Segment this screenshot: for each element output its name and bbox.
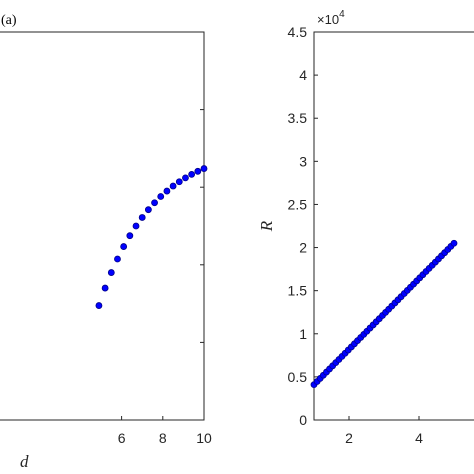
panel-b-data-points (310, 239, 458, 389)
panel-a-point (126, 232, 134, 240)
panel-b-y-tick-label: 3 (299, 153, 307, 169)
panel-a-point (188, 170, 196, 178)
panel-a-point (169, 182, 177, 190)
panel-a-x-tick-label: 6 (118, 430, 126, 446)
panel-a-data-points (95, 165, 208, 309)
panel-a-point (144, 206, 152, 214)
panel-b-y-tick-label: 0 (299, 412, 307, 428)
panel-b-y-tick-label: 1 (299, 326, 307, 342)
panel-a-axes-box (0, 31, 205, 421)
panel-b-y-exponent: ×104 (317, 9, 345, 27)
panel-b-y-tick-label: 4.5 (288, 24, 308, 40)
panel-a-point (101, 284, 109, 292)
panel-b-y-tick-label: 4 (299, 67, 307, 83)
panel-a-x-tick-label: 8 (159, 430, 167, 446)
panel-b-x-tick-label: 4 (415, 430, 423, 446)
panel-b-y-tick-label: 2 (299, 240, 307, 256)
panel-a-point (182, 174, 189, 182)
panel-a-point (175, 178, 183, 186)
panel-b-y-tick-label: 1.5 (288, 283, 308, 299)
panel-a-right-ticks (200, 109, 204, 343)
panel-a-point (114, 255, 121, 263)
panel-b-y-tick-label: 3.5 (288, 110, 308, 126)
panel-a: (a) 6 8 10 d (0, 13, 212, 471)
panel-a-point (120, 243, 128, 250)
panel-a-point (151, 199, 158, 207)
y-exponent-base: ×10 (317, 12, 339, 27)
panel-a-x-tick-label: 10 (196, 430, 212, 446)
y-exponent-power: 4 (339, 9, 345, 20)
panel-a-point (132, 222, 140, 230)
panel-a-point (95, 302, 103, 309)
panel-a-point (163, 187, 171, 195)
panel-b-y-tick-label: 2.5 (288, 196, 308, 212)
panel-a-x-ticks: 6 8 10 (118, 416, 212, 446)
panel-b-y-axis-label: R (257, 220, 276, 232)
panel-a-point (200, 165, 208, 172)
panel-b-x-tick-label: 2 (345, 430, 353, 446)
panel-a-x-axis-label: d (20, 452, 29, 471)
panel-a-label: (a) (1, 13, 17, 28)
svg-text:×104: ×104 (317, 9, 345, 27)
panel-a-point (194, 167, 202, 175)
panel-b-y-tick-label: 0.5 (288, 369, 308, 385)
panel-b-y-ticks: 0 0.5 1 1.5 2 2.5 3 3.5 4 4.5 (288, 24, 318, 428)
panel-a-point (138, 214, 146, 221)
panel-a-point (107, 269, 115, 276)
panel-a-point (157, 193, 165, 200)
panel-b-point (450, 239, 458, 247)
